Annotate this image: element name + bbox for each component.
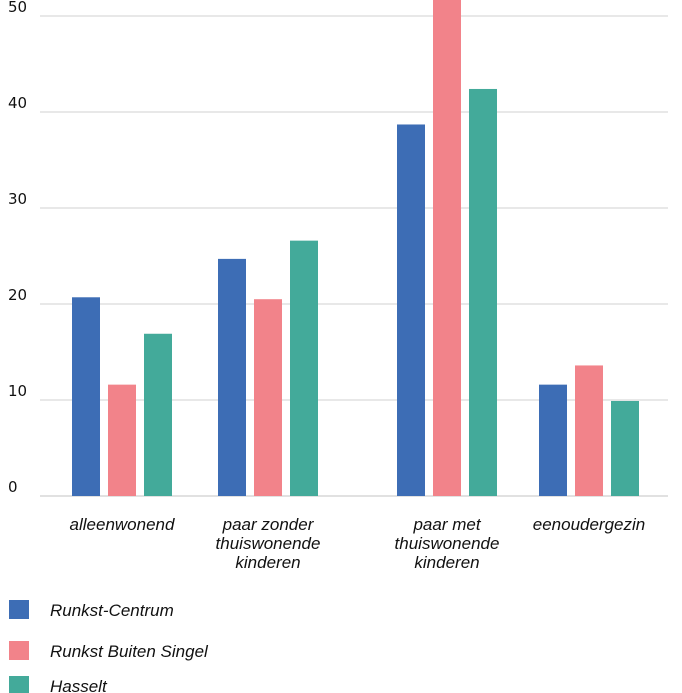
bar-runkst-buiten-singel-2 (433, 0, 461, 496)
x-category-label-3: eenoudergezin (533, 515, 645, 534)
bar-hasselt-2 (469, 88, 497, 497)
legend-label-0: Runkst-Centrum (50, 601, 174, 620)
x-category-label-0: alleenwonend (70, 515, 175, 534)
bar-hasselt-0 (144, 333, 172, 496)
x-category-label-line: alleenwonend (70, 515, 175, 534)
bar-hasselt-1 (290, 240, 318, 496)
x-category-label-line: thuiswonende (216, 534, 321, 553)
x-category-label-line: eenoudergezin (533, 515, 645, 534)
y-tick-label-20: 20 (8, 286, 27, 304)
legend-swatch-2 (9, 676, 29, 693)
y-tick-label-50: 50 (8, 0, 27, 16)
x-category-label-line: paar met (412, 515, 481, 534)
y-tick-label-0: 0 (8, 478, 18, 496)
y-tick-label-10: 10 (8, 382, 27, 400)
legend-swatch-0 (9, 600, 29, 619)
bar-runkst-buiten-singel-3 (575, 365, 603, 496)
bar-runkst-buiten-singel-0 (108, 384, 136, 496)
bar-runkst-centrum-2 (397, 124, 425, 496)
y-axis-tick-labels: 0 10 20 30 40 50 (8, 0, 27, 496)
legend-label-1: Runkst Buiten Singel (50, 642, 209, 661)
x-category-label-1: paar zonder thuiswonende kinderen (216, 515, 321, 572)
x-category-label-2: paar met thuiswonende kinderen (395, 515, 500, 572)
x-axis-category-labels: alleenwonend paar zonder thuiswonende kinde… (70, 515, 646, 572)
y-tick-label-40: 40 (8, 94, 27, 112)
x-category-label-line: kinderen (235, 553, 300, 572)
x-category-label-line: thuiswonende (395, 534, 500, 553)
bar-runkst-centrum-1 (218, 258, 246, 496)
legend-label-2: Hasselt (50, 677, 108, 693)
x-category-label-line: kinderen (414, 553, 479, 572)
bar-runkst-centrum-3 (539, 384, 567, 496)
bar-runkst-centrum-0 (72, 297, 100, 496)
bars (72, 0, 639, 497)
legend-swatch-1 (9, 641, 29, 660)
legend: Runkst-Centrum Runkst Buiten Singel Hassel… (9, 600, 209, 693)
bar-runkst-buiten-singel-1 (254, 299, 282, 496)
x-category-label-line: paar zonder (222, 515, 315, 534)
y-tick-label-30: 30 (8, 190, 27, 208)
bar-hasselt-3 (611, 400, 639, 496)
